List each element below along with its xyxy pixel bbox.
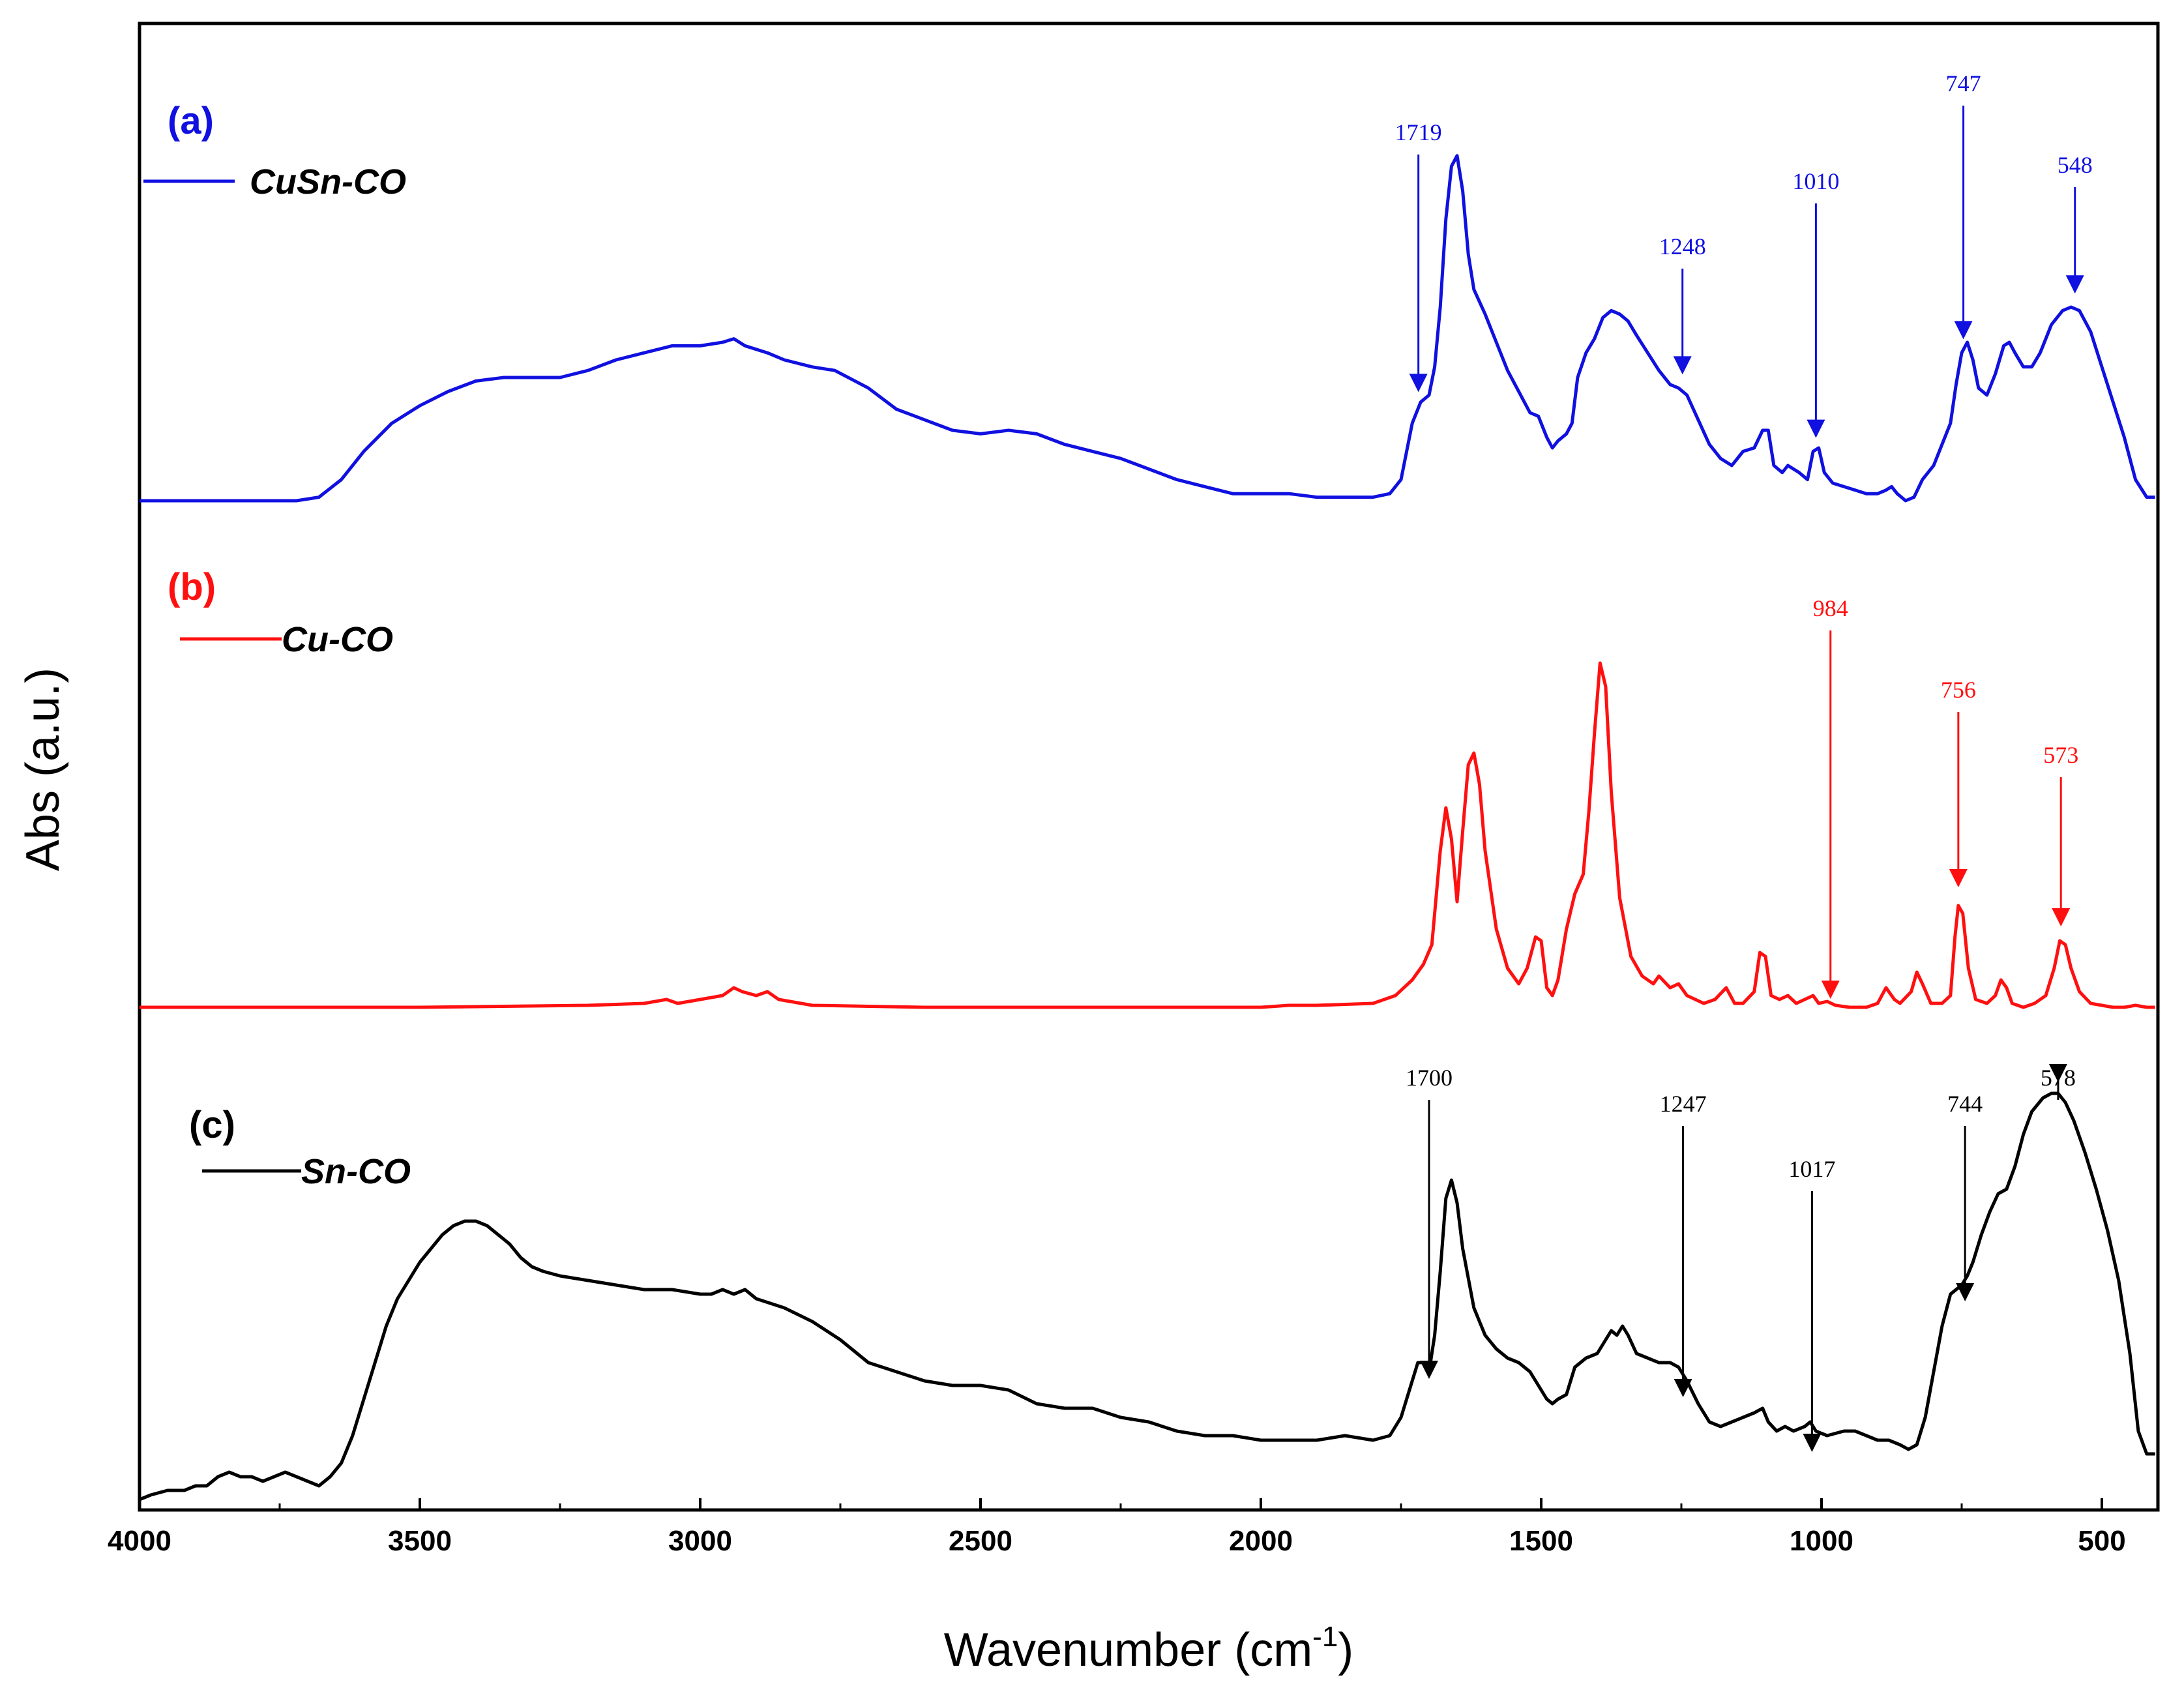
peak-label: 1719	[1395, 119, 1442, 145]
peak-label: 1700	[1406, 1065, 1453, 1091]
x-tick-label: 500	[2078, 1525, 2125, 1557]
annotation-arrow-head	[1803, 1434, 1822, 1452]
y-axis-title: Abs (a.u.)	[17, 668, 69, 871]
annotation-arrow-head	[1949, 869, 1968, 887]
annotation-arrow-head	[1420, 1361, 1438, 1379]
x-axis-title-main: Wavenumber (cm	[944, 1624, 1312, 1676]
x-tick-label: 1000	[1790, 1525, 1853, 1557]
annotation-arrow-head	[2048, 1064, 2067, 1082]
x-tick-label: 2500	[949, 1525, 1012, 1557]
annotation-arrow-head	[1821, 981, 1840, 999]
legend-label-sn: Sn-CO	[301, 1152, 411, 1191]
x-axis-title: Wavenumber (cm-1)	[944, 1621, 1354, 1676]
series-line-cusn-co	[140, 154, 2155, 503]
peak-label: 1010	[1792, 168, 1839, 194]
legend-label-cu: Cu-CO	[282, 620, 393, 659]
panel-label-a: (a)	[168, 100, 214, 142]
x-tick-label: 1500	[1509, 1525, 1573, 1557]
peak-label: 756	[1941, 677, 1976, 703]
x-axis-title-close: )	[1338, 1624, 1353, 1676]
peak-label: 578	[2041, 1065, 2076, 1091]
series-line-cu-co	[140, 661, 2155, 1009]
annotation-arrow-head	[2052, 908, 2071, 926]
annotation-arrow-head	[1673, 356, 1692, 375]
peak-label: 1248	[1659, 233, 1706, 259]
peak-label: 747	[1946, 70, 1981, 96]
peak-annotations: 1719 1248 1010 747 548 984 756 573 1700 1247 1017 7…	[1395, 70, 2093, 1452]
peak-label: 984	[1813, 595, 1848, 621]
x-tick-label: 4000	[108, 1525, 171, 1557]
x-tick-label: 2000	[1229, 1525, 1293, 1557]
panel-label-b: (b)	[168, 566, 216, 608]
series-layer	[139, 154, 2155, 1501]
plot-frame	[138, 22, 2160, 1512]
panel-label-c: (c)	[189, 1104, 235, 1146]
x-tick-label: 3500	[388, 1525, 452, 1557]
annotation-arrow-head	[1956, 1283, 1975, 1301]
peak-label: 548	[2058, 152, 2093, 178]
x-tick-label: 3000	[668, 1525, 732, 1557]
annotation-arrow-head	[1674, 1379, 1692, 1397]
peak-label: 1247	[1660, 1091, 1707, 1117]
annotation-arrow-head	[1409, 374, 1428, 392]
peak-label: 573	[2043, 742, 2078, 768]
x-axis-ticks: 4000 3500 3000 2500 2000 1500 1000 500	[108, 1498, 2126, 1557]
peak-label: 744	[1947, 1091, 1983, 1117]
annotation-arrow-head	[1954, 321, 1973, 340]
series-line-sn-co	[139, 1091, 2155, 1501]
peak-label: 1017	[1788, 1156, 1835, 1182]
legend-label-cusn: CuSn-CO	[250, 162, 406, 201]
annotation-arrow-head	[1807, 419, 1825, 438]
annotation-arrow-head	[2065, 275, 2084, 294]
x-axis-title-sup: -1	[1312, 1621, 1338, 1653]
